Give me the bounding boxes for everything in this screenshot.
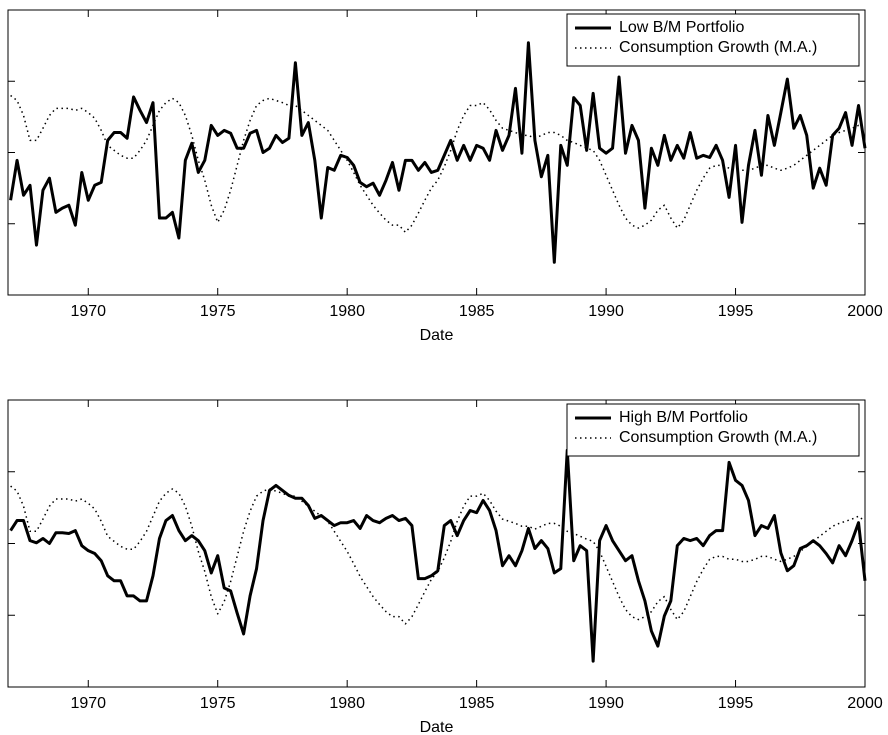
series-line [9,448,867,663]
x-tick-label: 1975 [200,695,236,712]
x-tick-label: 1985 [459,695,495,712]
series-line [10,94,866,234]
series-line [9,41,867,264]
legend-label: High B/M Portfolio [619,409,748,426]
legend-box [566,403,860,457]
x-tick-label: 1975 [200,303,236,320]
x-tick-label: 1985 [459,303,495,320]
x-tick-label: 1980 [329,303,365,320]
legend-label: Low B/M Portfolio [619,19,744,36]
x-tick-label: 2000 [847,303,883,320]
x-tick-label: 1970 [70,695,106,712]
x-tick-label: 1980 [329,695,365,712]
x-axis-label: Date [420,327,454,344]
legend-box [566,13,860,67]
series-line [10,485,866,625]
x-tick-label: 1970 [70,303,106,320]
legend-label: Consumption Growth (M.A.) [619,39,817,56]
legend-label: Consumption Growth (M.A.) [619,429,817,446]
x-tick-label: 1995 [718,303,754,320]
x-tick-label: 2000 [847,695,883,712]
x-axis-label: Date [420,719,454,735]
x-tick-label: 1990 [588,695,624,712]
x-tick-label: 1990 [588,303,624,320]
x-tick-label: 1995 [718,695,754,712]
